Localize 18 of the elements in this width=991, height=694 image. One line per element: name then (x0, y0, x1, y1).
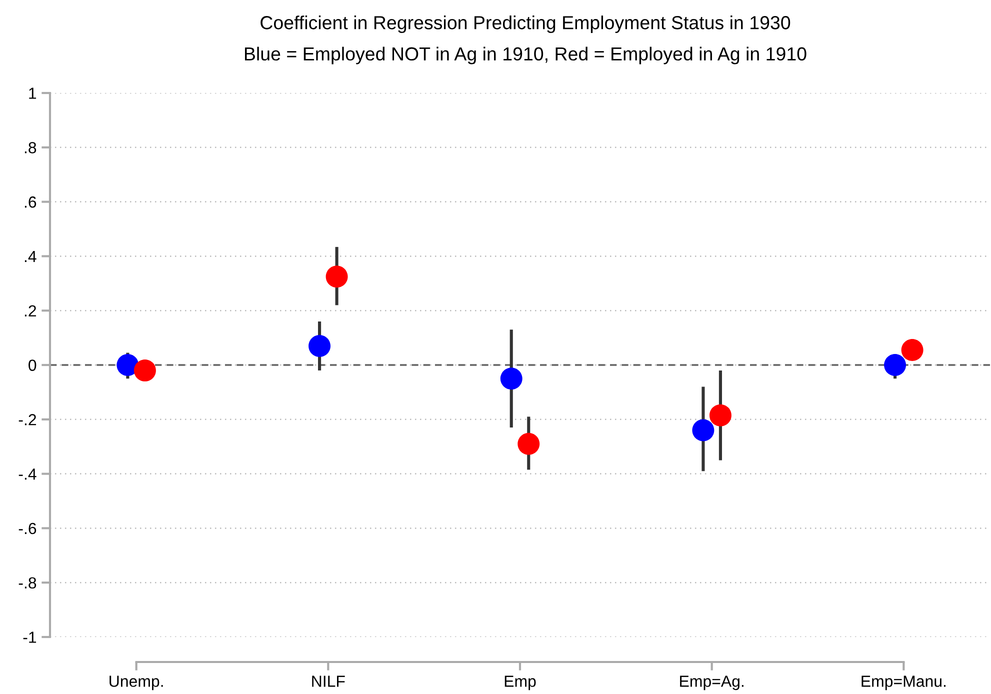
y-tick-label: -.4 (18, 468, 36, 480)
chart-title: Coefficient in Regression Predicting Employment Status in 1930 (260, 16, 790, 34)
y-tick-label: .4 (24, 251, 36, 262)
x-tick-label: Emp=Ag. (680, 676, 744, 690)
y-tick-label: -.2 (18, 414, 36, 426)
x-tick-label: Unemp. (110, 676, 163, 690)
y-tick-label: 0 (28, 360, 36, 371)
y-tick-label: -.8 (18, 577, 36, 589)
y-tick-label: .2 (24, 305, 36, 316)
x-tick-label: Emp (504, 676, 536, 690)
y-tick-label: .6 (24, 196, 36, 208)
x-tick-label: NILF (312, 676, 345, 687)
x-tick-label: Emp=Manu. (862, 676, 946, 690)
y-tick-label: 1 (29, 88, 36, 99)
y-tick-label: -1 (23, 632, 36, 643)
y-tick-label: .8 (24, 142, 36, 154)
chart-subtitle: Blue = Employed NOT in Ag in 1910, Red = Employed in Ag in 1910 (244, 46, 806, 64)
y-tick-label: -.6 (18, 522, 36, 534)
